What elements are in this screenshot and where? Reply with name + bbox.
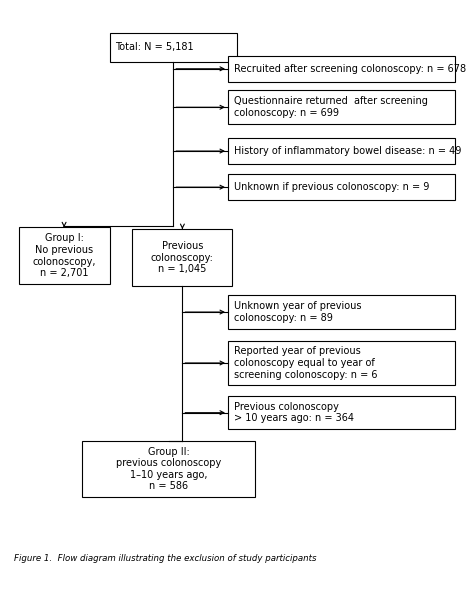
- FancyBboxPatch shape: [228, 56, 456, 82]
- FancyBboxPatch shape: [109, 33, 237, 62]
- Text: Recruited after screening colonoscopy: n = 678: Recruited after screening colonoscopy: n…: [234, 64, 466, 74]
- Text: Group II:
previous colonoscopy
1–10 years ago,
n = 586: Group II: previous colonoscopy 1–10 year…: [116, 446, 221, 491]
- Text: Questionnaire returned  after screening
colonoscopy: n = 699: Questionnaire returned after screening c…: [234, 97, 428, 118]
- Text: Previous
colonoscopy:
n = 1,045: Previous colonoscopy: n = 1,045: [151, 241, 214, 274]
- FancyBboxPatch shape: [228, 138, 456, 164]
- FancyBboxPatch shape: [18, 228, 109, 284]
- FancyBboxPatch shape: [228, 396, 456, 429]
- FancyBboxPatch shape: [132, 229, 232, 286]
- FancyBboxPatch shape: [228, 341, 456, 385]
- Text: Reported year of previous
colonoscopy equal to year of
screening colonoscopy: n : Reported year of previous colonoscopy eq…: [234, 346, 377, 379]
- Text: Figure 1.  Flow diagram illustrating the exclusion of study participants: Figure 1. Flow diagram illustrating the …: [14, 553, 317, 562]
- FancyBboxPatch shape: [228, 295, 456, 329]
- Text: Unknown if previous colonoscopy: n = 9: Unknown if previous colonoscopy: n = 9: [234, 182, 429, 192]
- Text: Previous colonoscopy
> 10 years ago: n = 364: Previous colonoscopy > 10 years ago: n =…: [234, 402, 354, 423]
- FancyBboxPatch shape: [82, 440, 255, 497]
- Text: Total: N = 5,181: Total: N = 5,181: [116, 42, 194, 53]
- FancyBboxPatch shape: [228, 90, 456, 124]
- Text: Group I:
No previous
colonoscopy,
n = 2,701: Group I: No previous colonoscopy, n = 2,…: [32, 233, 96, 278]
- FancyBboxPatch shape: [228, 174, 456, 200]
- Text: History of inflammatory bowel disease: n = 49: History of inflammatory bowel disease: n…: [234, 146, 461, 156]
- Text: Unknown year of previous
colonoscopy: n = 89: Unknown year of previous colonoscopy: n …: [234, 301, 361, 323]
